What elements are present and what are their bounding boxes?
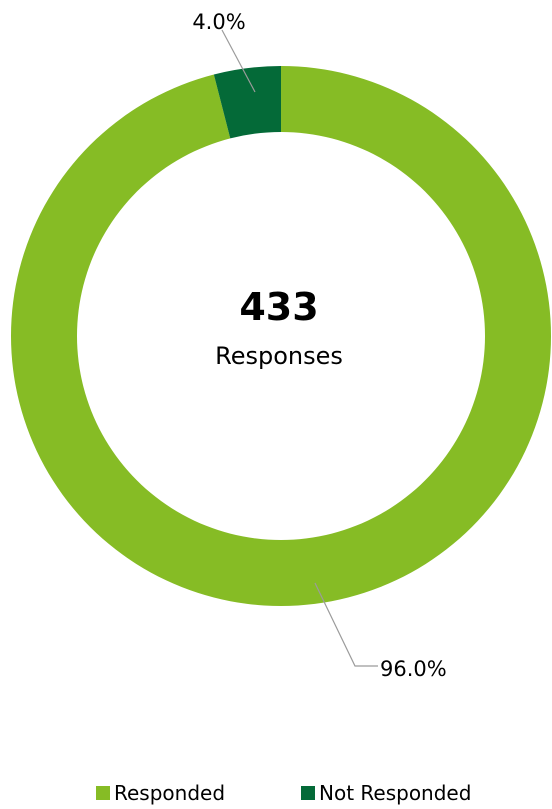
leader-line-responded [314,582,378,667]
data-label-group: 96.0% 4.0% [192,10,446,681]
legend-swatch-not-responded [301,786,315,800]
legend-label-responded: Responded [114,781,225,805]
legend-swatch-responded [96,786,110,800]
leader-line-not-responded [221,29,256,93]
center-value: 433 [239,285,318,329]
data-label-responded: 96.0% [380,657,447,681]
leader-line-group [221,29,378,667]
slice-responded [10,66,551,606]
slice-group [10,66,551,606]
data-label-not-responded: 4.0% [192,10,245,34]
slice-not-responded [213,66,281,139]
legend-label-not-responded: Not Responded [319,781,471,805]
legend: Responded Not Responded [96,781,471,805]
center-label: Responses [215,342,343,370]
